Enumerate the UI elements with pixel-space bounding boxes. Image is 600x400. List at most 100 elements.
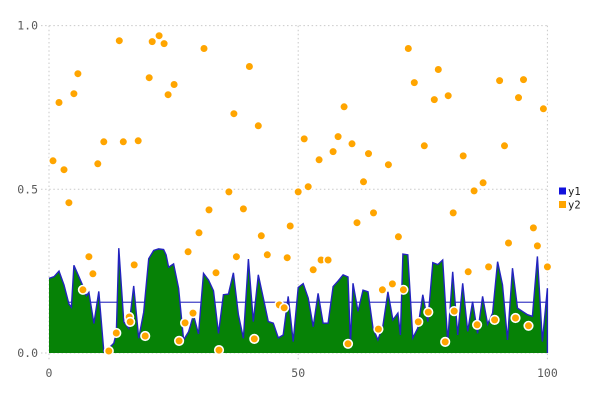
y2-scatter-point — [256, 230, 267, 241]
y2-scatter-point — [169, 79, 180, 90]
y2-scatter-point — [83, 251, 94, 262]
y2-scatter-point — [193, 227, 205, 238]
y2-scatter-point — [443, 90, 454, 101]
y2-scatter-point — [77, 284, 88, 295]
legend-swatch-y2 — [559, 201, 566, 208]
y2-scatter-layer — [47, 30, 553, 357]
x-tick-label: 100 — [537, 366, 558, 380]
y2-scatter-point — [213, 345, 225, 356]
y2-scatter-point — [523, 320, 534, 331]
y2-scatter-point — [503, 237, 514, 249]
y2-scatter-point — [87, 268, 98, 279]
y2-scatter-point — [98, 136, 109, 147]
y2-scatter-point — [125, 316, 136, 328]
y2-scatter-point — [63, 197, 74, 208]
y2-scatter-point — [377, 284, 388, 295]
y2-scatter-point — [472, 319, 483, 330]
y2-scatter-point — [244, 61, 255, 72]
y2-scatter-point — [458, 150, 469, 161]
y2-scatter-point — [303, 181, 314, 192]
y2-scatter-point — [419, 140, 430, 151]
y2-scatter-point — [114, 35, 125, 46]
y2-scatter-point — [393, 231, 404, 242]
y2-scatter-point — [231, 251, 242, 262]
x-axis-tick-labels: 0 50 100 — [46, 366, 558, 380]
y2-scatter-point — [129, 259, 140, 271]
y2-scatter-point — [180, 317, 191, 329]
y2-scatter-point — [111, 327, 122, 339]
y2-scatter-point — [133, 135, 144, 146]
y2-scatter-point — [449, 306, 460, 317]
y2-scatter-point — [154, 30, 165, 41]
y2-scatter-point — [403, 43, 414, 54]
y2-scatter-point — [373, 324, 384, 335]
y2-scatter-point — [118, 136, 129, 147]
y2-scatter-point — [328, 146, 339, 157]
y2-scatter-point — [510, 312, 521, 324]
y2-scatter-point — [140, 330, 151, 342]
y2-scatter-point — [198, 43, 210, 54]
y2-scatter-point — [494, 75, 505, 86]
y2-scatter-point — [47, 155, 59, 166]
y2-scatter-point — [342, 338, 354, 349]
y2-scatter-point — [532, 240, 543, 251]
y2-scatter-point — [58, 164, 70, 175]
y2-scatter-point — [478, 177, 489, 188]
y2-scatter-point — [483, 261, 494, 273]
y2-scatter-point — [538, 103, 549, 114]
y2-scatter-point — [528, 222, 539, 233]
y2-scatter-point — [368, 207, 379, 218]
y-tick-label: 1.0 — [17, 19, 38, 33]
y2-scatter-point — [440, 336, 451, 348]
y2-scatter-point — [103, 345, 114, 357]
y2-scatter-point — [249, 333, 260, 345]
y2-scatter-point — [92, 158, 103, 169]
y2-scatter-point — [339, 101, 350, 112]
y2-scatter-point — [144, 72, 155, 83]
y2-scatter-point — [346, 138, 358, 149]
legend-swatch-y1 — [559, 187, 566, 195]
y1-line — [48, 248, 549, 353]
y2-scatter-point — [183, 246, 194, 257]
y2-scatter-point — [398, 284, 409, 295]
y2-scatter-point — [358, 176, 369, 187]
y2-scatter-point — [323, 254, 334, 266]
y2-scatter-point — [210, 267, 222, 278]
y2-scatter-point — [68, 88, 79, 99]
legend-label-y1: y1 — [568, 186, 581, 198]
y2-scatter-point — [159, 38, 170, 49]
y2-scatter-point — [174, 335, 185, 347]
y-axis-tick-labels: 0.0 0.5 1.0 — [17, 19, 38, 360]
y2-scatter-point — [542, 261, 553, 273]
y2-scatter-point — [282, 252, 293, 263]
y-tick-label: 0.5 — [17, 182, 38, 196]
y2-scatter-point — [499, 140, 510, 151]
y2-scatter-point — [253, 120, 264, 131]
y2-scatter-point — [387, 278, 398, 290]
y2-scatter-point — [469, 185, 480, 196]
y2-scatter-point — [293, 186, 304, 197]
y2-scatter-point — [72, 68, 83, 79]
legend-label-y2: y2 — [568, 200, 581, 212]
y2-scatter-point — [238, 203, 249, 214]
y2-scatter-point — [187, 308, 199, 319]
legend: y1 y2 — [559, 186, 581, 212]
y2-scatter-point — [448, 207, 459, 218]
y2-scatter-point — [489, 314, 500, 326]
y2-scatter-point — [433, 64, 444, 75]
y2-scatter-point — [308, 264, 319, 275]
y2-scatter-point — [314, 154, 325, 165]
y2-scatter-point — [299, 133, 310, 144]
x-tick-label: 0 — [46, 366, 53, 380]
y2-scatter-point — [285, 220, 296, 232]
y2-scatter-point — [203, 204, 215, 215]
y2-scatter-point — [463, 266, 474, 277]
y2-scatter-point — [518, 74, 529, 85]
y2-scatter-point — [363, 148, 374, 159]
y2-scatter-point — [333, 131, 344, 142]
y2-scatter-point — [163, 89, 174, 100]
y-tick-label: 0.0 — [17, 346, 38, 360]
y2-scatter-point — [409, 77, 420, 88]
